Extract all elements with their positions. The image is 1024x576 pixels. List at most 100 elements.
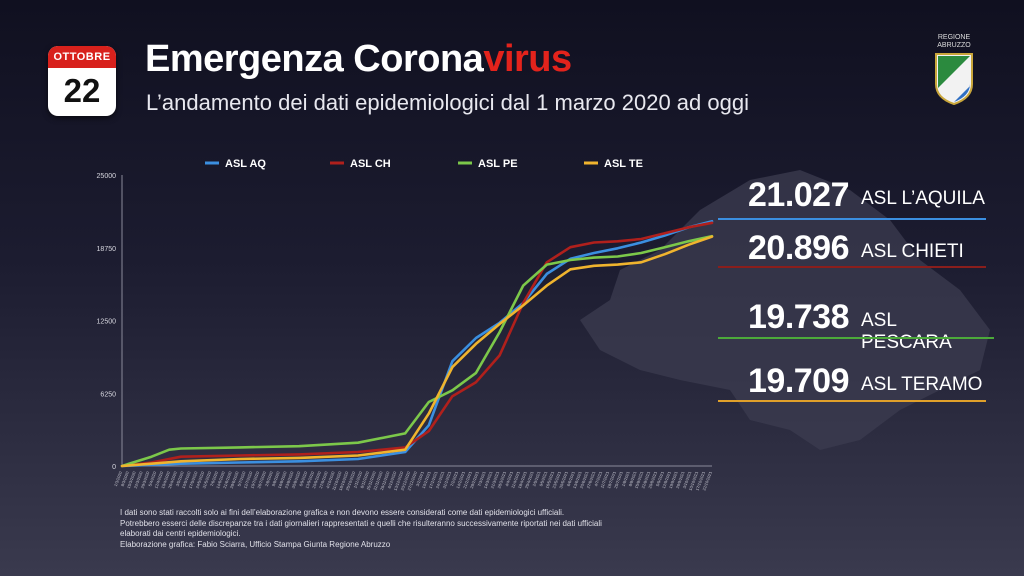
x-tick-label: 1/8/2021	[621, 470, 631, 487]
x-tick-label: 28/2/2021	[469, 470, 480, 489]
x-tick-label: 15/3/2020	[126, 470, 137, 489]
total-asl-pescara: 19.738 ASL PESCARA	[718, 298, 994, 353]
x-tick-label: 14/2/2021	[455, 470, 466, 489]
y-tick-label: 25000	[97, 173, 117, 180]
logo-text: REGIONE ABRUZZO	[937, 34, 971, 49]
series-line-asl-te	[120, 235, 714, 468]
x-tick-label: 11/7/2021	[599, 470, 610, 489]
x-tick-label: 6/9/2020	[298, 470, 308, 487]
footnote-line: Potrebbero esserci delle discrepanze tra…	[120, 518, 602, 528]
x-tick-label: 11/10/2020	[331, 470, 343, 491]
x-tick-label: 14/3/2021	[483, 470, 494, 489]
x-tick-label: 3/10/2021	[682, 470, 693, 489]
x-tick-label: 27/9/2020	[318, 470, 329, 489]
total-asl-chieti: 20.896 ASL CHIETI	[718, 229, 988, 277]
x-tick-label: 10/10/2021	[688, 470, 700, 491]
x-tick-label: 27/12/2020	[406, 470, 418, 491]
calendar-day: 22	[63, 72, 101, 109]
x-tick-label: 14/6/2020	[215, 470, 226, 489]
x-tick-label: 25/4/2021	[524, 470, 535, 489]
x-tick-label: 19/9/2021	[668, 470, 679, 489]
x-tick-label: 6/12/2020	[387, 470, 398, 489]
x-tick-label: 18/10/2020	[338, 470, 350, 491]
x-tick-label: 8/8/2021	[627, 470, 637, 487]
x-tick-label: 17/5/2020	[188, 470, 199, 489]
x-tick-label: 20/12/2020	[400, 470, 412, 491]
total-value: 21.027	[748, 176, 850, 214]
x-tick-label: 22/10/2021	[701, 470, 713, 491]
regione-abruzzo-logo: REGIONE ABRUZZO	[926, 34, 982, 106]
total-underline	[718, 266, 986, 268]
x-tick-label: 24/5/2020	[194, 470, 205, 489]
x-tick-label: 8/11/2020	[359, 470, 370, 489]
series-line-asl-aq	[120, 219, 714, 468]
x-tick-label: 7/2/2021	[449, 470, 459, 487]
total-value: 19.709	[748, 362, 850, 400]
abruzzo-map-silhouette	[580, 170, 990, 450]
x-tick-label: 29/8/2021	[647, 470, 658, 489]
x-tick-label: 21/6/2020	[222, 470, 233, 489]
x-tick-label: 31/1/2021	[441, 470, 452, 489]
legend-label: ASL CH	[350, 158, 391, 170]
calendar-icon: OTTOBRE 22	[48, 46, 116, 116]
x-tick-label: 7/6/2020	[209, 470, 219, 487]
series-line-asl-ch	[120, 221, 714, 468]
x-tick-label: 2/5/2021	[531, 470, 541, 487]
x-tick-label: 22/8/2021	[640, 470, 651, 489]
total-value: 19.738	[748, 298, 850, 336]
y-tick-label: 18750	[97, 246, 117, 253]
x-tick-label: 28/6/2020	[229, 470, 240, 489]
footnote: I dati sono stati raccolti solo ai fini …	[120, 508, 760, 550]
x-tick-label: 3/5/2020	[175, 470, 185, 487]
x-tick-label: 13/6/2021	[572, 470, 583, 489]
calendar-month: OTTOBRE	[48, 46, 116, 68]
x-tick-label: 19/7/2020	[249, 470, 260, 489]
x-tick-label: 4/4/2021	[504, 470, 514, 487]
x-tick-label: 25/7/2021	[613, 470, 624, 489]
x-tick-label: 23/8/2020	[284, 470, 295, 489]
x-tick-label: 13/9/2020	[304, 470, 315, 489]
page-subtitle: L’andamento dei dati epidemiologici dal …	[146, 90, 749, 115]
x-tick-label: 9/8/2020	[271, 470, 281, 487]
x-tick-label: 15/11/2020	[365, 470, 377, 491]
x-tick-label: 3/1/2021	[415, 470, 425, 487]
x-tick-label: 13/12/2020	[393, 470, 405, 491]
y-tick-label: 12500	[97, 319, 117, 326]
x-tick-label: 12/7/2020	[243, 470, 254, 489]
x-tick-label: 10/1/2021	[421, 470, 432, 489]
total-label: ASL PESCARA	[861, 310, 952, 353]
x-tick-label: 22/11/2020	[372, 470, 384, 491]
x-tick-label: 18/4/2021	[517, 470, 528, 489]
total-underline	[718, 218, 986, 220]
y-tick-label: 0	[112, 464, 116, 471]
x-tick-label: 16/8/2020	[277, 470, 288, 489]
x-tick-label: 22/3/2020	[133, 470, 144, 489]
x-tick-label: 20/9/2020	[311, 470, 322, 489]
total-label: ASL TERAMO	[861, 374, 983, 395]
footnote-line: Elaborazione grafica: Fabio Sciarra, Uff…	[120, 539, 391, 549]
x-tick-label: 23/5/2021	[551, 470, 562, 489]
x-tick-label: 28/3/2021	[496, 470, 507, 489]
x-tick-label: 17/1/2021	[428, 470, 439, 489]
series-line-asl-pe	[120, 234, 714, 468]
x-tick-label: 18/7/2021	[606, 470, 617, 489]
total-asl-aquila: 21.027 ASL L’AQUILA	[718, 176, 988, 224]
x-tick-label: 8/3/2020	[120, 470, 130, 487]
x-tick-label: 30/8/2020	[291, 470, 302, 489]
total-underline	[718, 337, 994, 339]
x-tick-label: 10/5/2020	[181, 470, 192, 489]
total-label: ASL CHIETI	[861, 241, 964, 262]
x-tick-label: 17/10/2021	[695, 470, 707, 491]
x-tick-label: 5/7/2020	[236, 470, 246, 487]
x-tick-label: 29/3/2020	[140, 470, 151, 489]
x-tick-label: 15/8/2021	[634, 470, 645, 489]
total-underline	[718, 400, 986, 402]
legend-label: ASL TE	[604, 158, 643, 170]
x-tick-label: 12/4/2020	[153, 470, 164, 489]
x-tick-label: 4/10/2020	[325, 470, 336, 489]
legend-label: ASL AQ	[225, 158, 266, 170]
y-tick-label: 6250	[100, 391, 116, 398]
x-tick-label: 6/6/2021	[566, 470, 576, 487]
total-asl-teramo: 19.709 ASL TERAMO	[718, 362, 988, 410]
